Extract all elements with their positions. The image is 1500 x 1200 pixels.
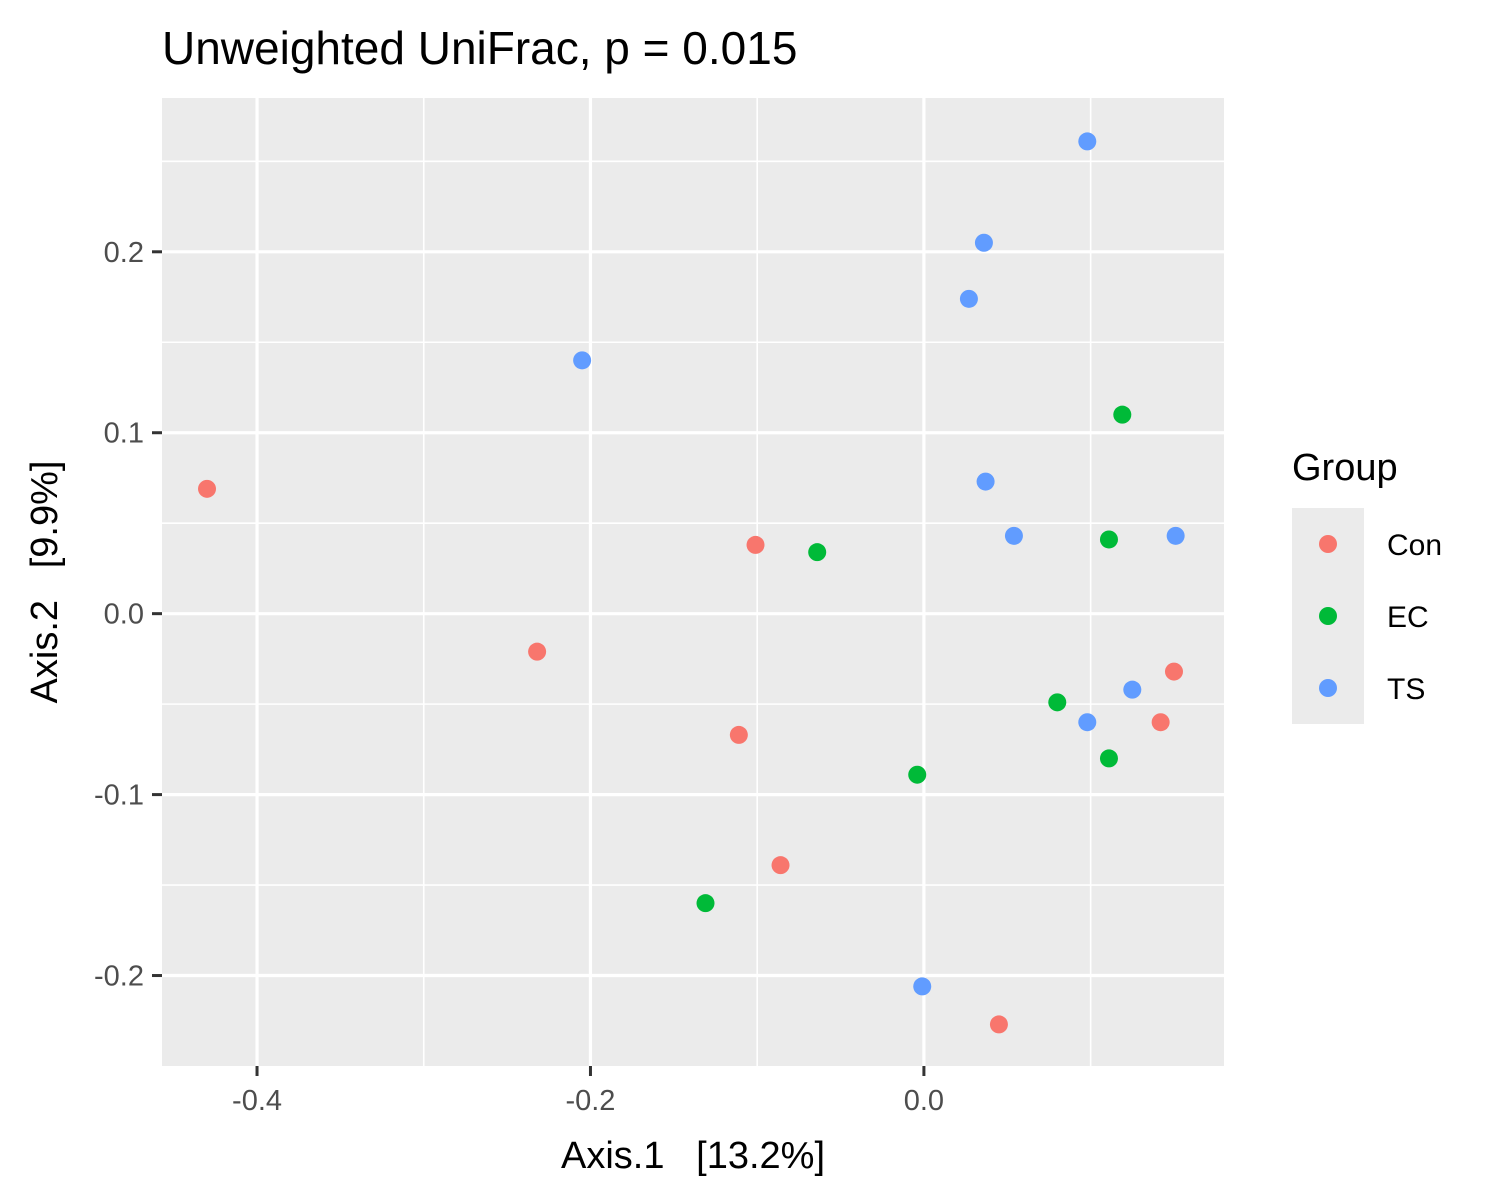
legend-title: Group xyxy=(1292,447,1398,489)
legend-label-con: Con xyxy=(1387,529,1442,562)
point-ts xyxy=(974,233,993,252)
point-ts xyxy=(913,977,932,996)
legend-key-con xyxy=(1319,535,1337,553)
axes: -0.4 -0.2 0.0 -0.2 -0.1 0.0 0.1 0.2 xyxy=(94,237,944,1117)
y-tick-label: -0.1 xyxy=(94,780,144,812)
point-ec xyxy=(808,543,827,562)
chart-title: Unweighted UniFrac, p = 0.015 xyxy=(162,22,797,74)
point-con xyxy=(1164,662,1183,681)
point-con xyxy=(198,479,217,498)
point-con xyxy=(771,856,790,875)
point-ec xyxy=(1113,405,1132,424)
x-axis-label: Axis.1 [13.2%] xyxy=(561,1135,825,1177)
y-axis-label: Axis.2 [9.9%] xyxy=(24,461,66,704)
point-ts xyxy=(573,351,592,370)
y-tick-label: -0.2 xyxy=(94,961,144,993)
point-ts xyxy=(976,472,995,491)
plot-panel xyxy=(162,98,1224,1066)
legend: Group Con EC TS xyxy=(1292,447,1442,724)
y-tick-label: 0.0 xyxy=(104,599,144,631)
point-ts xyxy=(1123,680,1142,699)
legend-key-ec xyxy=(1319,607,1337,625)
point-ts xyxy=(1166,526,1185,545)
y-tick-label: 0.2 xyxy=(104,237,144,269)
x-tick-label: -0.4 xyxy=(232,1085,282,1117)
point-ec xyxy=(1099,749,1118,768)
point-ec xyxy=(1099,530,1118,549)
data-points xyxy=(198,132,1185,1034)
point-ec xyxy=(908,765,927,784)
point-con xyxy=(729,725,748,744)
gridlines xyxy=(162,98,1224,1066)
legend-key-ts xyxy=(1319,679,1337,697)
point-con xyxy=(1151,713,1170,732)
point-ts xyxy=(959,289,978,308)
point-ec xyxy=(1048,693,1067,712)
legend-label-ec: EC xyxy=(1387,601,1429,634)
legend-label-ts: TS xyxy=(1387,673,1425,706)
point-con xyxy=(989,1015,1008,1034)
point-con xyxy=(746,535,765,554)
x-tick-label: -0.2 xyxy=(565,1085,615,1117)
y-tick-label: 0.1 xyxy=(104,418,144,450)
x-tick-label: 0.0 xyxy=(904,1085,944,1117)
point-ts xyxy=(1004,526,1023,545)
point-ec xyxy=(696,894,715,913)
point-ts xyxy=(1078,132,1097,151)
point-ts xyxy=(1078,713,1097,732)
point-con xyxy=(528,642,547,661)
